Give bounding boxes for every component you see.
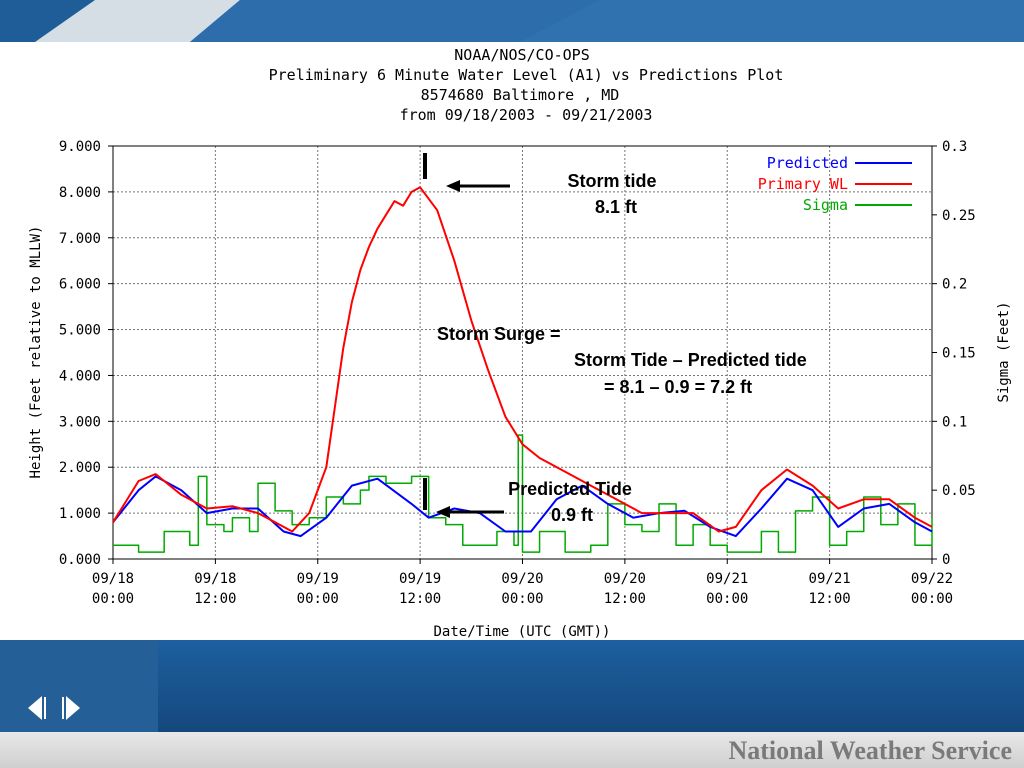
y2-tick-label: 0.3 — [942, 139, 967, 155]
data-series — [112, 186, 933, 553]
predicted-tide-value: 0.9 ft — [551, 505, 593, 525]
next-slide-button[interactable] — [66, 696, 80, 720]
y-tick-label: 8.000 — [59, 185, 101, 201]
y-tick-label: 6.000 — [59, 277, 101, 293]
y-tick-label: 2.000 — [59, 460, 101, 476]
x-tick-label-date: 09/19 — [399, 571, 441, 587]
y-tick-label: 1.000 — [59, 506, 101, 522]
x-tick-label-time: 12:00 — [399, 591, 441, 607]
storm-tide-marker — [423, 153, 427, 179]
predicted-tide-label: Predicted Tide — [508, 479, 632, 499]
x-axis-label: Date/Time (UTC (GMT)) — [433, 624, 610, 640]
series-line-sigma — [113, 434, 933, 553]
next-bar-icon — [62, 697, 64, 719]
y2-tick-label: 0.2 — [942, 277, 967, 293]
x-tick-label-date: 09/20 — [604, 571, 646, 587]
chart-header-line-4: from 09/18/2003 - 09/21/2003 — [400, 106, 653, 124]
y-tick-label: 3.000 — [59, 414, 101, 430]
chart-panel: NOAA/NOS/CO-OPS Preliminary 6 Minute Wat… — [0, 42, 1024, 640]
chart-header-line-1: NOAA/NOS/CO-OPS — [454, 46, 589, 64]
storm-tide-arrow-head — [446, 180, 460, 192]
water-level-chart: NOAA/NOS/CO-OPS Preliminary 6 Minute Wat… — [28, 46, 1012, 640]
x-tick-label-date: 09/21 — [809, 571, 851, 587]
bottom-banner — [0, 640, 1024, 732]
storm-tide-label: Storm tide — [567, 171, 656, 191]
storm-tide-value: 8.1 ft — [595, 197, 637, 217]
x-tick-label-date: 09/22 — [911, 571, 953, 587]
legend-label-predicted: Predicted — [767, 154, 848, 172]
y2-tick-label: 0.05 — [942, 483, 976, 499]
x-tick-label-date: 09/18 — [194, 571, 236, 587]
organization-name: National Weather Service — [728, 736, 1012, 765]
y2-tick-label: 0.1 — [942, 414, 967, 430]
y-tick-label: 7.000 — [59, 231, 101, 247]
axis-ticks: 09/18 00:00 09/18 12:00 09/19 00:00 09/19 12:00… — [59, 139, 976, 607]
navigation-panel — [0, 640, 158, 732]
previous-slide-button[interactable] — [28, 696, 42, 720]
x-tick-label-time: 00:00 — [297, 591, 339, 607]
y-tick-label: 5.000 — [59, 323, 101, 339]
x-tick-label-time: 12:00 — [809, 591, 851, 607]
annotations: Storm tide 8.1 ft Storm Surge = Storm Ti… — [423, 153, 807, 525]
footer-bar: National Weather Service — [0, 732, 1024, 768]
y-tick-label: 9.000 — [59, 139, 101, 155]
storm-surge-formula: Storm Tide – Predicted tide — [574, 350, 807, 370]
x-tick-label-time: 00:00 — [501, 591, 543, 607]
y-axis-label: Height (Feet relative to MLLW) — [28, 226, 44, 479]
x-tick-label-time: 00:00 — [706, 591, 748, 607]
previous-bar-icon — [44, 697, 46, 719]
top-banner — [0, 0, 1024, 42]
predicted-tide-arrow-head — [436, 506, 450, 518]
banner-graphic — [0, 0, 1024, 42]
legend-label-sigma: Sigma — [803, 196, 848, 214]
storm-surge-label: Storm Surge = — [437, 324, 561, 344]
y2-tick-label: 0 — [942, 552, 950, 568]
y-tick-label: 0.000 — [59, 552, 101, 568]
x-tick-label-time: 00:00 — [911, 591, 953, 607]
x-tick-label-date: 09/21 — [706, 571, 748, 587]
predicted-tide-marker — [423, 478, 427, 510]
legend-label-primary-wl: Primary WL — [758, 175, 848, 193]
y-tick-label: 4.000 — [59, 368, 101, 384]
y2-tick-label: 0.25 — [942, 208, 976, 224]
x-tick-label-date: 09/18 — [92, 571, 134, 587]
series-line-predicted — [112, 475, 933, 538]
series-line-primary-wl — [112, 186, 933, 533]
chart-legend: Predicted Primary WL Sigma — [758, 154, 912, 214]
x-tick-label-time: 12:00 — [194, 591, 236, 607]
x-tick-label-date: 09/19 — [297, 571, 339, 587]
x-tick-label-time: 12:00 — [604, 591, 646, 607]
storm-surge-result: = 8.1 – 0.9 = 7.2 ft — [604, 377, 752, 397]
chart-header-line-2: Preliminary 6 Minute Water Level (A1) vs… — [269, 66, 784, 84]
x-tick-label-time: 00:00 — [92, 591, 134, 607]
chart-header-line-3: 8574680 Baltimore , MD — [421, 86, 620, 104]
x-tick-label-date: 09/20 — [501, 571, 543, 587]
y2-axis-label: Sigma (Feet) — [996, 301, 1012, 402]
y2-tick-label: 0.15 — [942, 346, 976, 362]
